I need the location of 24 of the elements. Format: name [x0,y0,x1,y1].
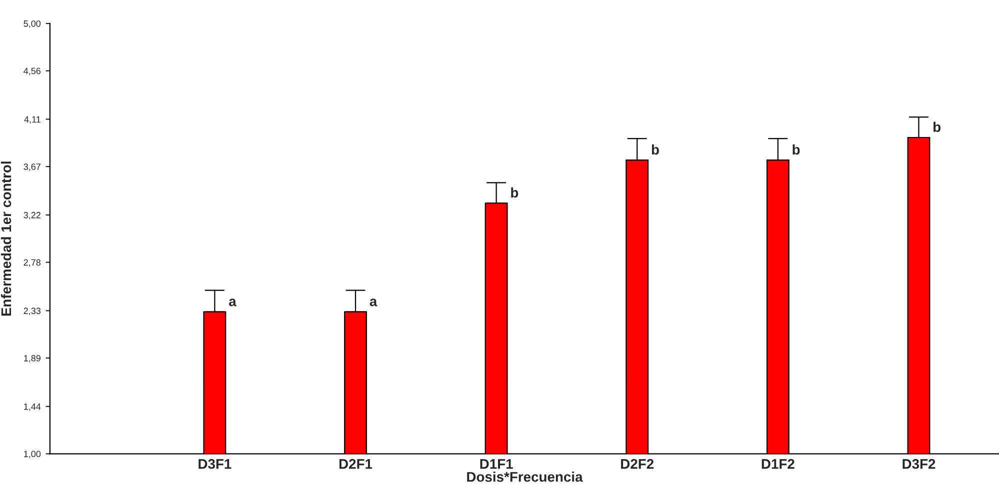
x-axis-title: Dosis*Frecuencia [467,472,583,482]
y-tick-label: 1,00 [24,450,41,458]
x-tick-label: D2F1 [339,459,372,469]
y-axis-title: Enfermedad 1er control [0,162,12,316]
annotation: b [792,144,800,155]
annotation: a [228,298,236,306]
y-tick-label: 4,56 [24,68,41,76]
y-tick-label: 3,22 [24,212,40,220]
x-tick-label: D1F1 [480,459,513,469]
x-tick-label: D2F2 [621,459,654,469]
y-tick-label: 2,78 [24,259,41,267]
y-tick-label: 4,11 [24,116,40,124]
x-tick-label: D1F2 [762,459,794,469]
x-tick-label: D3F2 [902,459,936,469]
x-tick-label: D3F1 [198,459,232,469]
y-tick-label: 5,00 [24,20,41,28]
annotation: a [370,298,378,306]
y-tick-label: 3,67 [24,164,40,171]
y-tick-label: 2,33 [24,308,41,316]
y-tick-label: 1,89 [24,355,40,362]
annotation: b [652,144,659,155]
annotation: b [511,187,518,198]
annotation: b [934,122,941,132]
y-tick-label: 1,44 [24,404,41,411]
